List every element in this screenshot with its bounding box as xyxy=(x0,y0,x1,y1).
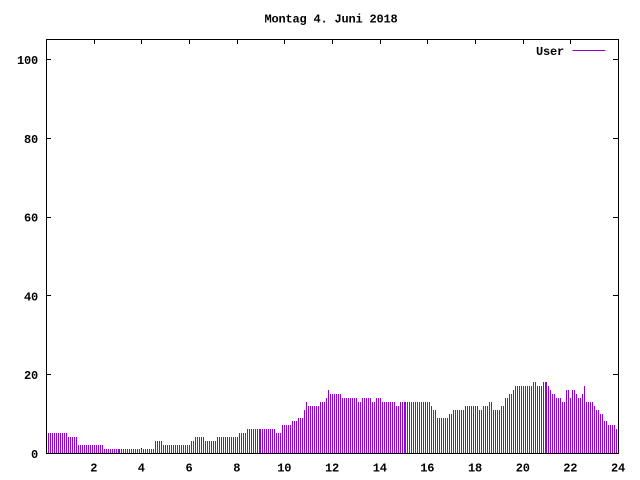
svg-text:24: 24 xyxy=(611,462,625,476)
svg-text:10: 10 xyxy=(277,462,291,476)
svg-text:12: 12 xyxy=(325,462,339,476)
svg-text:2: 2 xyxy=(90,462,97,476)
svg-text:8: 8 xyxy=(233,462,240,476)
svg-text:0: 0 xyxy=(31,448,38,462)
svg-text:20: 20 xyxy=(24,369,38,383)
svg-text:Montag 4. Juni 2018: Montag 4. Juni 2018 xyxy=(264,13,397,27)
svg-text:18: 18 xyxy=(468,462,482,476)
svg-text:6: 6 xyxy=(185,462,192,476)
svg-text:4: 4 xyxy=(138,462,145,476)
svg-text:60: 60 xyxy=(24,212,38,226)
svg-text:40: 40 xyxy=(24,290,38,304)
svg-text:20: 20 xyxy=(516,462,530,476)
svg-text:80: 80 xyxy=(24,133,38,147)
svg-text:100: 100 xyxy=(17,54,38,68)
svg-text:16: 16 xyxy=(420,462,434,476)
svg-text:22: 22 xyxy=(563,462,577,476)
svg-text:User: User xyxy=(536,45,564,59)
svg-text:14: 14 xyxy=(373,462,387,476)
